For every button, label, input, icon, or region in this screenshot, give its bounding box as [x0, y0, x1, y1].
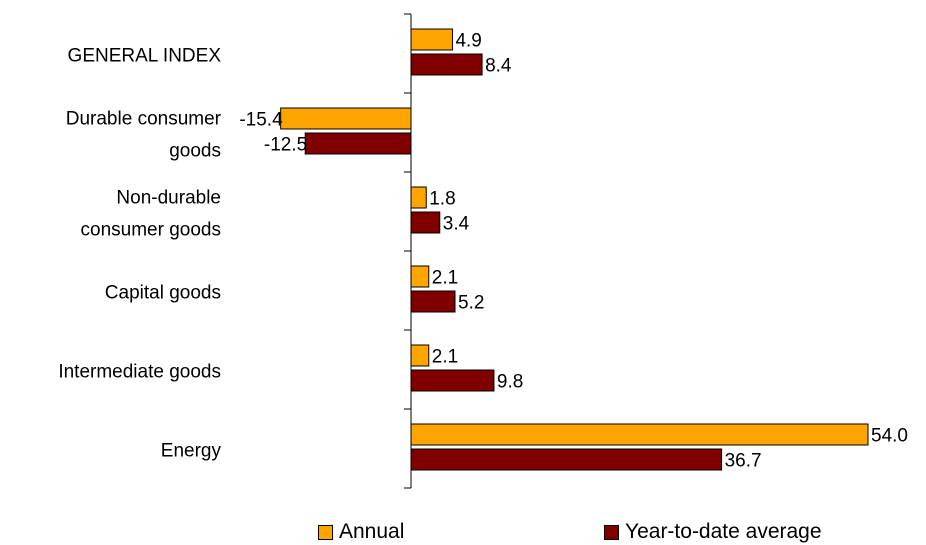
bar-ytd — [410, 53, 483, 76]
bar-chart: 4.9 -15.4 1.8 2.1 2.1 54.0 8.4 -12.5 3.4 5.2 9.8 36… — [58, 13, 908, 489]
category-label: Non-durable consumer goods — [81, 188, 221, 241]
value-label-annual: -15.4 — [239, 110, 283, 131]
legend-swatch-annual — [318, 524, 333, 540]
value-label-annual: 4.9 — [455, 31, 481, 52]
value-label-ytd: 36.7 — [725, 451, 762, 472]
value-label-ytd: -12.5 — [264, 135, 307, 156]
value-label-annual: 1.8 — [429, 189, 455, 210]
bar-ytd — [410, 448, 723, 471]
bar-ytd — [304, 132, 412, 155]
value-label-annual: 2.1 — [432, 268, 458, 289]
bar-annual — [410, 28, 453, 51]
value-label-ytd: 9.8 — [497, 372, 523, 393]
category-label: Durable consumer goods — [66, 109, 222, 162]
category-label: Energy — [161, 441, 222, 462]
value-label-ytd: 3.4 — [443, 214, 470, 235]
category-label: Capital goods — [105, 283, 221, 304]
bar-ytd — [410, 290, 456, 313]
category-label: Intermediate goods — [58, 362, 221, 383]
bar-annual — [280, 107, 412, 130]
legend-label-annual: Annual — [339, 520, 405, 543]
bar-annual — [410, 186, 427, 209]
legend-swatch-ytd — [604, 524, 619, 540]
bar-annual — [410, 344, 430, 367]
legend-item-annual: Annual — [318, 520, 404, 544]
category-label: GENERAL INDEX — [68, 46, 222, 67]
legend-label-ytd: Year-to-date average — [625, 520, 822, 543]
bar-annual — [410, 423, 869, 446]
value-label-annual: 2.1 — [432, 347, 458, 368]
bar-ytd — [410, 211, 441, 234]
bar-ytd — [410, 369, 495, 392]
value-label-ytd: 8.4 — [485, 56, 512, 77]
value-label-annual: 54.0 — [871, 426, 908, 447]
value-label-ytd: 5.2 — [458, 293, 484, 314]
legend-item-ytd: Year-to-date average — [604, 520, 822, 544]
bar-annual — [410, 265, 430, 288]
